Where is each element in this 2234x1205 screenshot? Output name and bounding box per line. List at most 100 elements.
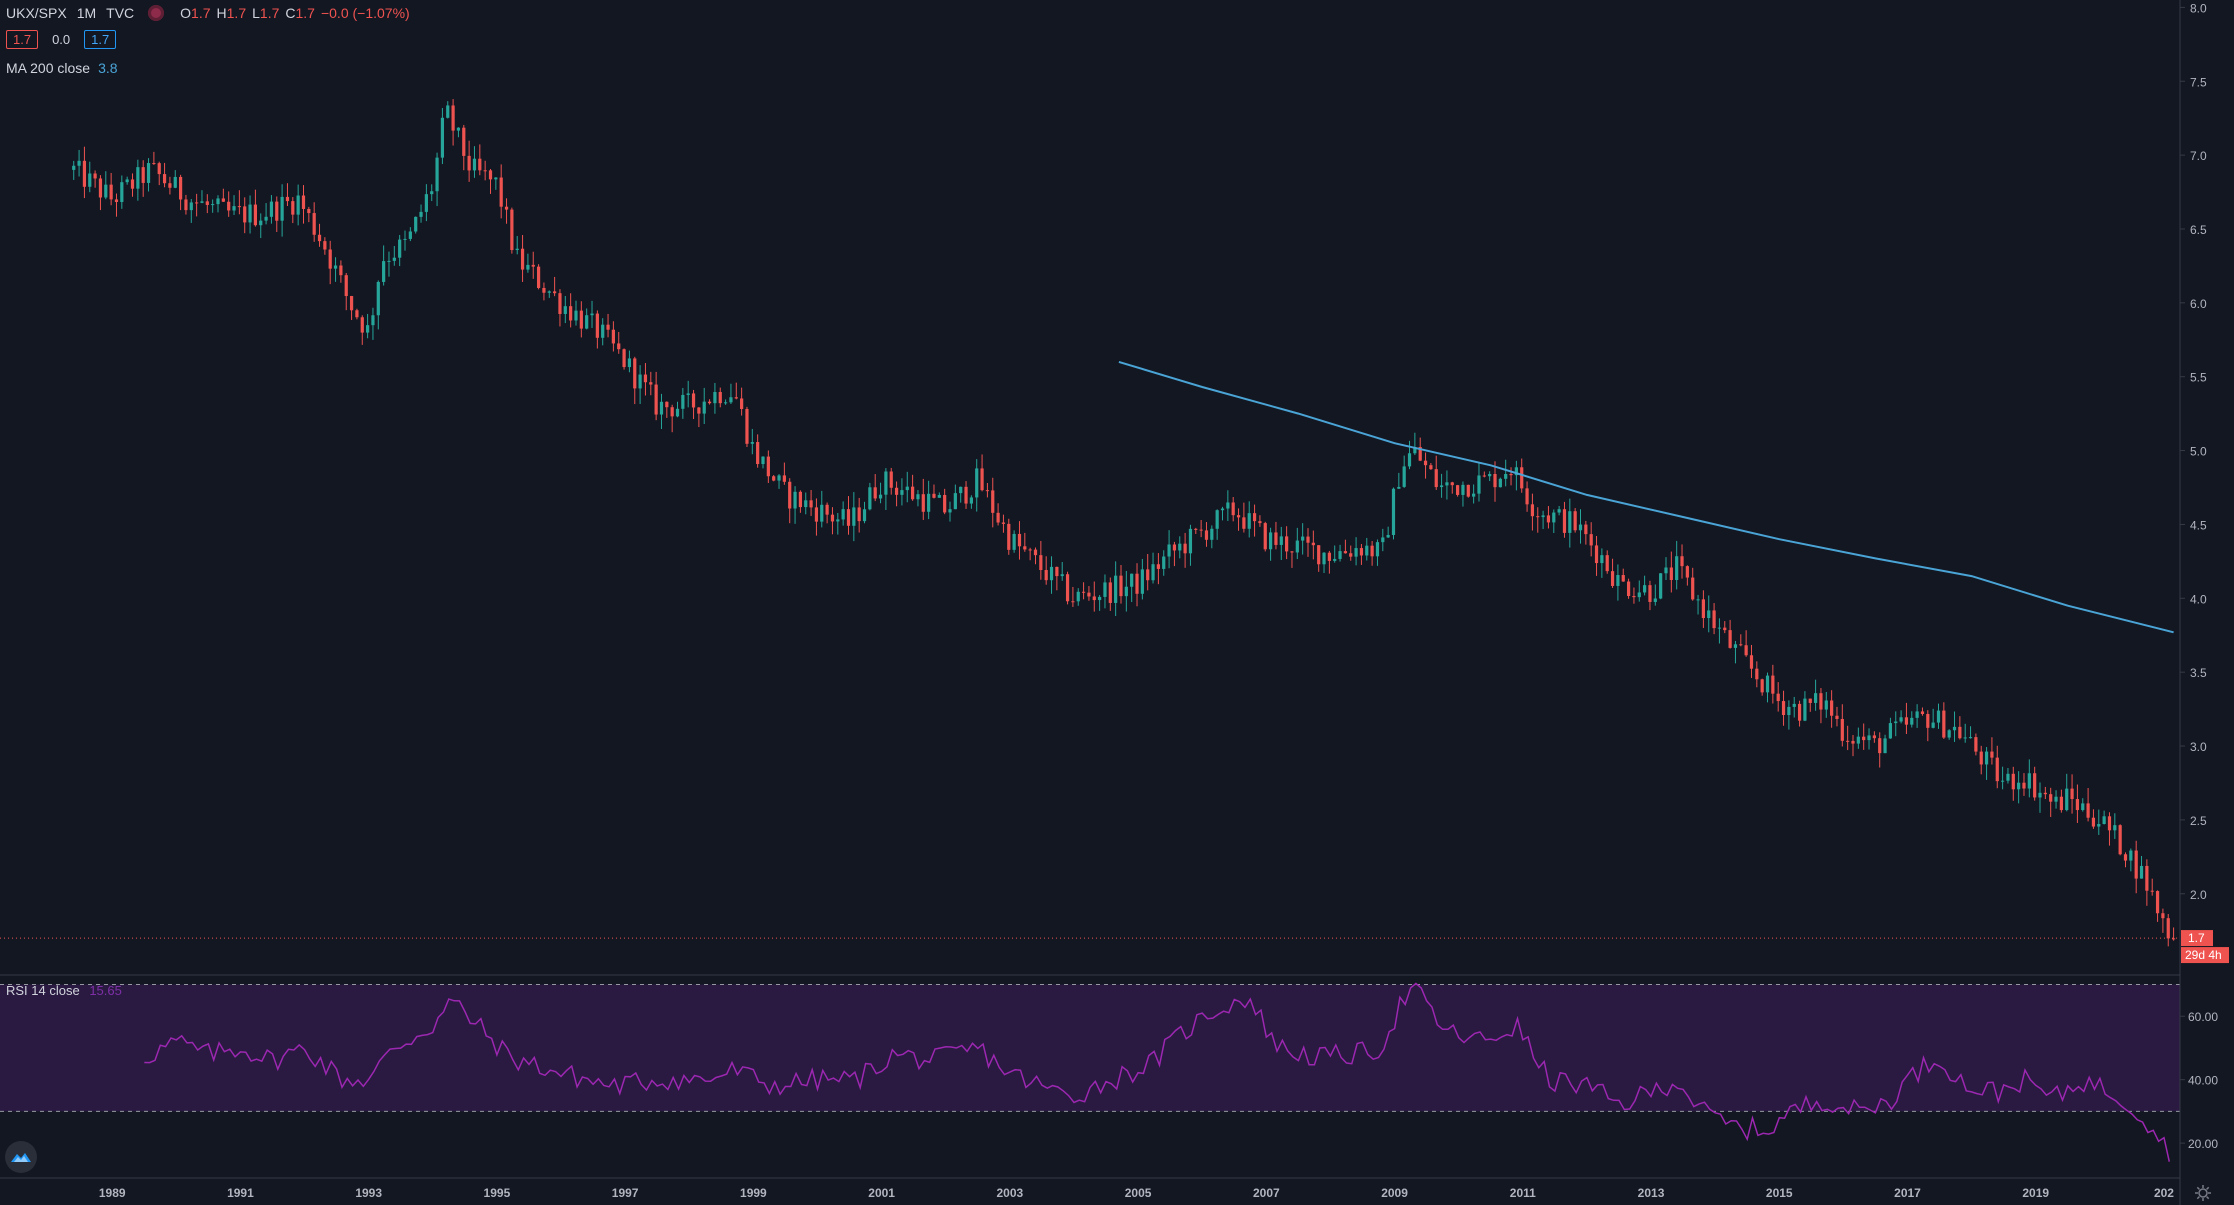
candle-body: [996, 512, 1000, 523]
candle-body: [1862, 736, 1866, 741]
candle-body: [536, 266, 541, 288]
candle-body: [2102, 816, 2106, 824]
candles-series[interactable]: [72, 99, 2176, 947]
candle-body: [109, 184, 113, 200]
candle-body: [189, 202, 193, 211]
time-axis[interactable]: 1989 1991 1993 1995 1997 1999 2001 2003 2005 2007…: [99, 1186, 2174, 1200]
candle-body: [937, 494, 941, 498]
price-tick-label: 7.0: [2190, 149, 2207, 163]
candle-body: [1049, 566, 1054, 581]
candle-body: [691, 393, 696, 408]
symbol-legend[interactable]: UKX/SPX 1M TVC O 1.7 H 1.7 L 1.7 C 1.7 −0.0 …: [6, 5, 410, 21]
candle-body: [1504, 474, 1508, 479]
candle-body: [1156, 564, 1160, 569]
time-tick-label: 2009: [1381, 1186, 1408, 1200]
candle-body: [312, 213, 316, 235]
candle-body: [547, 291, 551, 293]
candle-body: [1600, 555, 1604, 564]
candle-body: [1370, 545, 1374, 557]
candle-body: [1402, 466, 1406, 487]
candle-body: [718, 392, 722, 404]
candle-body: [1375, 542, 1380, 557]
candle-body: [1146, 569, 1150, 581]
price-axis[interactable]: 2.0 2.5 3.0 3.5 4.0 4.5 5.0 5.5 6.0 6.5 7.0 7.5 8.0: [2180, 1, 2207, 902]
candle-body: [964, 486, 968, 504]
candle-body: [569, 306, 573, 321]
symbol-name[interactable]: UKX/SPX: [6, 5, 67, 21]
candle-body: [542, 287, 546, 293]
candle-body: [1081, 591, 1086, 593]
candle-body: [841, 509, 845, 520]
market-status-icon[interactable]: [148, 5, 165, 21]
rsi-legend[interactable]: RSI 14 close 15.65: [6, 983, 122, 998]
candle-body: [307, 208, 311, 214]
candle-body: [1685, 566, 1689, 578]
candle-body: [130, 179, 135, 189]
candle-body: [1418, 447, 1422, 461]
open-value: 1.7: [191, 5, 211, 21]
candle-body: [1301, 536, 1305, 541]
candle-body: [195, 202, 199, 204]
candle-body: [430, 191, 434, 195]
candle-body: [1210, 528, 1214, 540]
ma-legend[interactable]: MA 200 close 3.8: [6, 60, 118, 76]
candle-body: [1413, 447, 1417, 454]
candle-body: [1664, 567, 1668, 574]
candle-body: [291, 201, 295, 215]
ma-200-line[interactable]: [1118, 360, 2174, 634]
candle-body: [1130, 573, 1134, 587]
candle-body: [1017, 533, 1022, 547]
candle-body: [1520, 467, 1524, 489]
ask-price[interactable]: 1.7: [84, 30, 117, 49]
candle-body: [697, 407, 701, 414]
candle-body: [296, 195, 300, 215]
candle-body: [889, 471, 893, 488]
candle-body: [969, 497, 973, 504]
gear-icon[interactable]: [2193, 1183, 2213, 1203]
bid-price[interactable]: 1.7: [6, 30, 39, 49]
candle-body: [953, 493, 957, 510]
candle-body: [82, 160, 87, 187]
rsi-line[interactable]: [144, 982, 2171, 1162]
candle-body: [200, 201, 204, 203]
candle-body: [1610, 571, 1615, 586]
rsi-axis[interactable]: 20.00 40.00 60.00: [2180, 1010, 2218, 1151]
rsi-label-text[interactable]: RSI 14 close: [6, 983, 80, 998]
candle-body: [1926, 713, 1930, 728]
candle-body: [1541, 515, 1545, 518]
candle-body: [1878, 738, 1882, 754]
time-tick-label: 1991: [227, 1186, 254, 1200]
candle-body: [905, 486, 909, 491]
candle-body: [649, 382, 653, 385]
candle-body: [510, 209, 514, 251]
candle-body: [478, 158, 482, 171]
candle-body: [499, 177, 503, 207]
candle-body: [232, 206, 236, 211]
candle-body: [1525, 488, 1529, 505]
candle-body: [152, 163, 156, 165]
candle-body: [483, 170, 487, 172]
candle-body: [2139, 865, 2144, 879]
candle-body: [1343, 551, 1348, 554]
candle-body: [761, 456, 765, 465]
candle-body: [1204, 530, 1209, 540]
candle-body: [1594, 545, 1599, 564]
interval[interactable]: 1M: [76, 5, 97, 21]
candle-body: [1365, 545, 1369, 556]
candle-body: [1092, 596, 1096, 601]
candle-body: [1488, 473, 1492, 477]
candle-body: [339, 265, 343, 276]
time-tick-label: 2019: [2022, 1186, 2049, 1200]
candle-body: [2065, 788, 2069, 811]
ma-label[interactable]: MA 200 close: [6, 60, 91, 76]
candle-body: [1530, 504, 1535, 517]
open-key: O: [180, 5, 192, 21]
candle-body: [1327, 552, 1331, 561]
candle-body: [435, 157, 439, 192]
candle-body: [1220, 508, 1225, 511]
candle-body: [1172, 544, 1177, 551]
tradingview-cloud-icon[interactable]: [5, 1141, 37, 1173]
candle-body: [1461, 484, 1465, 495]
rsi-tick-label: 20.00: [2188, 1137, 2218, 1151]
